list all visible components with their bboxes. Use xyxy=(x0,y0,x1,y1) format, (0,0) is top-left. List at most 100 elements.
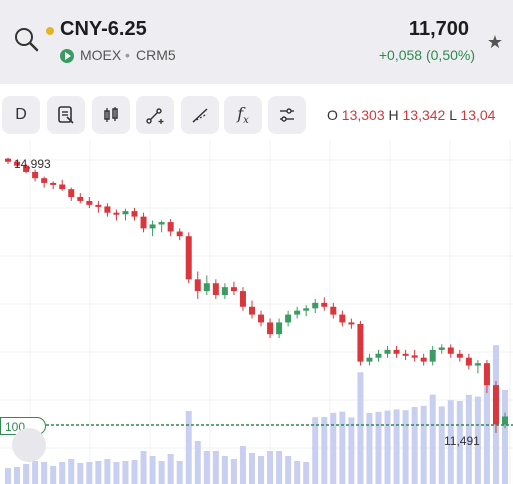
candle-body[interactable] xyxy=(492,385,499,425)
price-change: +0,058 (0,50%) xyxy=(378,47,475,63)
candle-body[interactable] xyxy=(456,353,463,358)
candle-body[interactable] xyxy=(113,212,120,215)
candle-body[interactable] xyxy=(50,182,57,185)
settings-button[interactable] xyxy=(268,96,306,134)
candle-body[interactable] xyxy=(86,200,93,205)
instrument-header: CNY-6.25 11,700 MOEX • CRM5 +0,058 (0,50… xyxy=(0,0,513,84)
candle-body[interactable] xyxy=(330,306,337,315)
candle-body[interactable] xyxy=(212,283,219,295)
volume-bar xyxy=(167,454,174,484)
volume-bar xyxy=(375,411,382,484)
candle-body[interactable] xyxy=(176,231,183,237)
candle-body[interactable] xyxy=(167,222,174,232)
chart-toolbar: D fx xyxy=(0,96,513,136)
candle-body[interactable] xyxy=(375,353,382,358)
candle-body[interactable] xyxy=(483,363,490,386)
notes-button[interactable] xyxy=(47,96,85,134)
draw-ray-icon xyxy=(192,108,208,123)
volume-bar xyxy=(366,413,373,484)
candle-body[interactable] xyxy=(41,178,48,183)
indicators-button[interactable]: fx xyxy=(224,96,262,134)
candle-body[interactable] xyxy=(366,357,373,362)
broker-logo-icon xyxy=(12,428,46,462)
volume-bar xyxy=(77,463,84,484)
volume-bar xyxy=(384,410,391,484)
candle-body[interactable] xyxy=(502,416,508,425)
volume-bar xyxy=(86,462,93,484)
timeframe-label: D xyxy=(15,106,27,123)
search-icon[interactable] xyxy=(12,25,40,53)
volume-bar xyxy=(50,466,57,484)
candle-body[interactable] xyxy=(14,161,21,166)
candle-body[interactable] xyxy=(429,349,436,362)
candle-body[interactable] xyxy=(303,308,310,311)
volume-bar xyxy=(32,461,39,484)
candle-body[interactable] xyxy=(104,206,111,213)
star-icon[interactable]: ★ xyxy=(486,32,503,52)
volume-bar xyxy=(5,468,11,484)
volume-bar xyxy=(285,456,292,484)
fx-label: f xyxy=(237,103,244,123)
volume-bar xyxy=(303,462,310,484)
volume-bar xyxy=(321,417,328,484)
candle-body[interactable] xyxy=(276,322,283,335)
candle-body[interactable] xyxy=(321,302,328,307)
settings-sliders-icon xyxy=(280,108,294,122)
candle-body[interactable] xyxy=(131,211,138,217)
candle-body[interactable] xyxy=(239,291,246,307)
candle-body[interactable] xyxy=(258,314,265,323)
candle-body[interactable] xyxy=(203,283,210,292)
draw-line-button[interactable] xyxy=(136,96,174,134)
volume-bar xyxy=(131,460,138,484)
candle-body[interactable] xyxy=(285,314,292,323)
ticker-symbol[interactable]: CNY-6.25 xyxy=(60,18,147,40)
candle-body[interactable] xyxy=(420,357,427,362)
candle-body[interactable] xyxy=(140,216,147,229)
high-value: 13,342 xyxy=(402,107,446,123)
candle-body[interactable] xyxy=(294,310,301,315)
notes-icon xyxy=(58,106,74,124)
candle-body[interactable] xyxy=(221,287,228,295)
timeframe-button[interactable]: D xyxy=(2,96,40,134)
volume-bar xyxy=(221,456,228,484)
candle-body[interactable] xyxy=(59,184,66,190)
candle-body[interactable] xyxy=(393,349,400,354)
candle-body[interactable] xyxy=(248,306,255,315)
candle-body[interactable] xyxy=(32,171,39,179)
price-chart[interactable] xyxy=(0,140,513,484)
draw-ray-button[interactable] xyxy=(181,96,219,134)
candle-body[interactable] xyxy=(5,158,11,162)
candle-body[interactable] xyxy=(339,314,346,323)
candle-body[interactable] xyxy=(185,236,192,280)
candle-body[interactable] xyxy=(312,302,319,309)
candle-body[interactable] xyxy=(438,347,445,350)
candle-body[interactable] xyxy=(411,355,418,358)
contract-label: CRM5 xyxy=(136,47,176,63)
candle-body[interactable] xyxy=(77,197,84,201)
candle-body[interactable] xyxy=(149,224,156,229)
candle-body[interactable] xyxy=(122,211,129,215)
candle-body[interactable] xyxy=(465,357,472,366)
volume-bar xyxy=(402,410,409,484)
low-key: L xyxy=(449,107,457,123)
candle-body[interactable] xyxy=(384,349,391,354)
candle-body[interactable] xyxy=(357,324,364,362)
candle-body[interactable] xyxy=(23,165,30,172)
volume-bar xyxy=(357,372,364,484)
candle-body[interactable] xyxy=(68,189,75,198)
candle-body[interactable] xyxy=(230,287,237,292)
chart-type-button[interactable] xyxy=(92,96,130,134)
candle-body[interactable] xyxy=(267,322,274,335)
candle-body[interactable] xyxy=(402,353,409,356)
volume-bar xyxy=(23,464,30,484)
volume-bar xyxy=(339,411,346,484)
volume-bar xyxy=(104,459,111,484)
candle-body[interactable] xyxy=(194,279,201,292)
candle-body[interactable] xyxy=(158,222,165,225)
volume-bar xyxy=(68,459,75,484)
volume-bar xyxy=(393,409,400,484)
candle-body[interactable] xyxy=(447,347,454,354)
candle-body[interactable] xyxy=(474,363,481,366)
candle-body[interactable] xyxy=(348,322,355,325)
candle-body[interactable] xyxy=(95,204,102,207)
